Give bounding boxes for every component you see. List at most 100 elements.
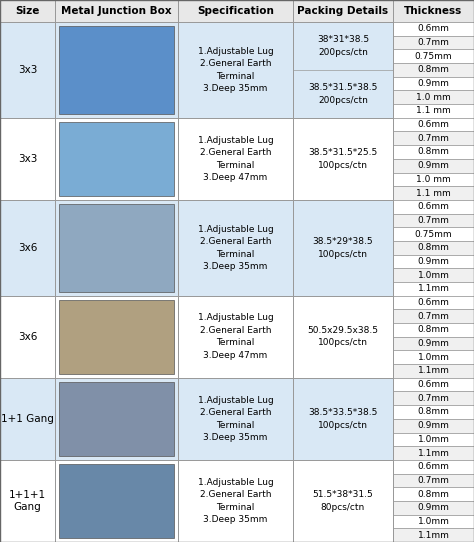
Bar bbox=[0, 296, 55, 378]
Text: Metal Junction Box: Metal Junction Box bbox=[61, 6, 172, 16]
Bar bbox=[393, 528, 474, 542]
Bar bbox=[393, 77, 474, 91]
Text: 1.Adjustable Lug
2.General Earth
Terminal
3.Deep 35mm: 1.Adjustable Lug 2.General Earth Termina… bbox=[198, 224, 273, 271]
Text: Thickness: Thickness bbox=[404, 6, 463, 16]
Bar bbox=[178, 200, 293, 296]
Text: 0.9mm: 0.9mm bbox=[418, 79, 449, 88]
Text: 0.8mm: 0.8mm bbox=[418, 66, 449, 74]
Bar bbox=[59, 122, 174, 196]
Bar bbox=[0, 0, 55, 22]
Text: 0.6mm: 0.6mm bbox=[418, 298, 449, 307]
Text: 38.5*29*38.5
100pcs/ctn: 38.5*29*38.5 100pcs/ctn bbox=[313, 237, 374, 259]
Text: 0.9mm: 0.9mm bbox=[418, 339, 449, 348]
Text: 1.1mm: 1.1mm bbox=[418, 449, 449, 457]
Bar bbox=[393, 268, 474, 282]
Text: 3x3: 3x3 bbox=[18, 154, 37, 164]
Text: Size: Size bbox=[15, 6, 40, 16]
Text: 0.9mm: 0.9mm bbox=[418, 257, 449, 266]
Text: 0.75mm: 0.75mm bbox=[415, 51, 452, 61]
Text: 0.7mm: 0.7mm bbox=[418, 394, 449, 403]
Text: 50.5x29.5x38.5
100pcs/ctn: 50.5x29.5x38.5 100pcs/ctn bbox=[308, 326, 379, 347]
Bar bbox=[178, 460, 293, 542]
Text: 0.7mm: 0.7mm bbox=[418, 216, 449, 225]
Bar bbox=[393, 474, 474, 487]
Text: 1.0 mm: 1.0 mm bbox=[416, 93, 451, 102]
Bar bbox=[59, 26, 174, 114]
Text: 0.75mm: 0.75mm bbox=[415, 230, 452, 238]
Bar bbox=[393, 200, 474, 214]
Text: 3x3: 3x3 bbox=[18, 65, 37, 75]
Bar bbox=[59, 204, 174, 292]
Text: 0.8mm: 0.8mm bbox=[418, 489, 449, 499]
Bar bbox=[55, 200, 178, 296]
Text: 0.7mm: 0.7mm bbox=[418, 476, 449, 485]
Text: 38.5*31.5*38.5
200pcs/ctn: 38.5*31.5*38.5 200pcs/ctn bbox=[308, 83, 378, 105]
Bar bbox=[393, 22, 474, 36]
Text: 1.Adjustable Lug
2.General Earth
Terminal
3.Deep 35mm: 1.Adjustable Lug 2.General Earth Termina… bbox=[198, 396, 273, 442]
Bar bbox=[59, 300, 174, 374]
Bar bbox=[393, 172, 474, 186]
Text: 3x6: 3x6 bbox=[18, 243, 37, 253]
Text: 0.9mm: 0.9mm bbox=[418, 504, 449, 512]
Bar bbox=[393, 446, 474, 460]
Text: 1.1mm: 1.1mm bbox=[418, 531, 449, 540]
Bar bbox=[293, 378, 393, 460]
Bar bbox=[393, 63, 474, 77]
Bar bbox=[0, 460, 55, 542]
Bar bbox=[393, 36, 474, 49]
Text: 51.5*38*31.5
80pcs/ctn: 51.5*38*31.5 80pcs/ctn bbox=[313, 490, 374, 512]
Text: 0.6mm: 0.6mm bbox=[418, 380, 449, 389]
Text: 3x6: 3x6 bbox=[18, 332, 37, 342]
Text: 0.9mm: 0.9mm bbox=[418, 161, 449, 170]
Bar bbox=[178, 0, 293, 22]
Bar bbox=[393, 405, 474, 419]
Text: 0.6mm: 0.6mm bbox=[418, 120, 449, 129]
Text: Packing Details: Packing Details bbox=[298, 6, 389, 16]
Text: 1.Adjustable Lug
2.General Earth
Terminal
3.Deep 47mm: 1.Adjustable Lug 2.General Earth Termina… bbox=[198, 313, 273, 360]
Bar bbox=[55, 22, 178, 118]
Text: 0.7mm: 0.7mm bbox=[418, 38, 449, 47]
Bar bbox=[393, 118, 474, 132]
Bar bbox=[178, 296, 293, 378]
Bar bbox=[293, 460, 393, 542]
Bar bbox=[393, 104, 474, 118]
Bar bbox=[393, 296, 474, 309]
Bar bbox=[393, 282, 474, 296]
Bar bbox=[393, 364, 474, 378]
Text: 1+1 Gang: 1+1 Gang bbox=[1, 414, 54, 424]
Bar bbox=[178, 378, 293, 460]
Bar bbox=[293, 296, 393, 378]
Bar bbox=[55, 118, 178, 200]
Bar bbox=[59, 464, 174, 538]
Text: 1.Adjustable Lug
2.General Earth
Terminal
3.Deep 47mm: 1.Adjustable Lug 2.General Earth Termina… bbox=[198, 136, 273, 182]
Bar bbox=[393, 391, 474, 405]
Text: 0.8mm: 0.8mm bbox=[418, 325, 449, 334]
Bar bbox=[0, 200, 55, 296]
Bar bbox=[393, 145, 474, 159]
Text: 0.7mm: 0.7mm bbox=[418, 312, 449, 321]
Bar bbox=[55, 460, 178, 542]
Text: 1.Adjustable Lug
2.General Earth
Terminal
3.Deep 35mm: 1.Adjustable Lug 2.General Earth Termina… bbox=[198, 478, 273, 524]
Text: 1.0 mm: 1.0 mm bbox=[416, 175, 451, 184]
Text: 1.0mm: 1.0mm bbox=[418, 353, 449, 362]
Text: 0.6mm: 0.6mm bbox=[418, 462, 449, 471]
Bar bbox=[393, 309, 474, 323]
Text: 38*31*38.5
200pcs/ctn: 38*31*38.5 200pcs/ctn bbox=[317, 35, 369, 57]
Bar bbox=[293, 118, 393, 200]
Bar bbox=[55, 378, 178, 460]
Text: 1.1mm: 1.1mm bbox=[418, 285, 449, 293]
Bar bbox=[293, 0, 393, 22]
Bar bbox=[393, 378, 474, 391]
Bar bbox=[393, 255, 474, 268]
Text: 0.7mm: 0.7mm bbox=[418, 134, 449, 143]
Bar bbox=[0, 22, 55, 118]
Bar bbox=[393, 91, 474, 104]
Bar bbox=[178, 22, 293, 118]
Text: 38.5*31.5*25.5
100pcs/ctn: 38.5*31.5*25.5 100pcs/ctn bbox=[309, 148, 378, 170]
Text: 1.1 mm: 1.1 mm bbox=[416, 189, 451, 197]
Text: 1.0mm: 1.0mm bbox=[418, 270, 449, 280]
Text: 1+1+1
Gang: 1+1+1 Gang bbox=[9, 490, 46, 512]
Bar bbox=[393, 433, 474, 446]
Bar bbox=[393, 337, 474, 351]
Bar bbox=[393, 227, 474, 241]
